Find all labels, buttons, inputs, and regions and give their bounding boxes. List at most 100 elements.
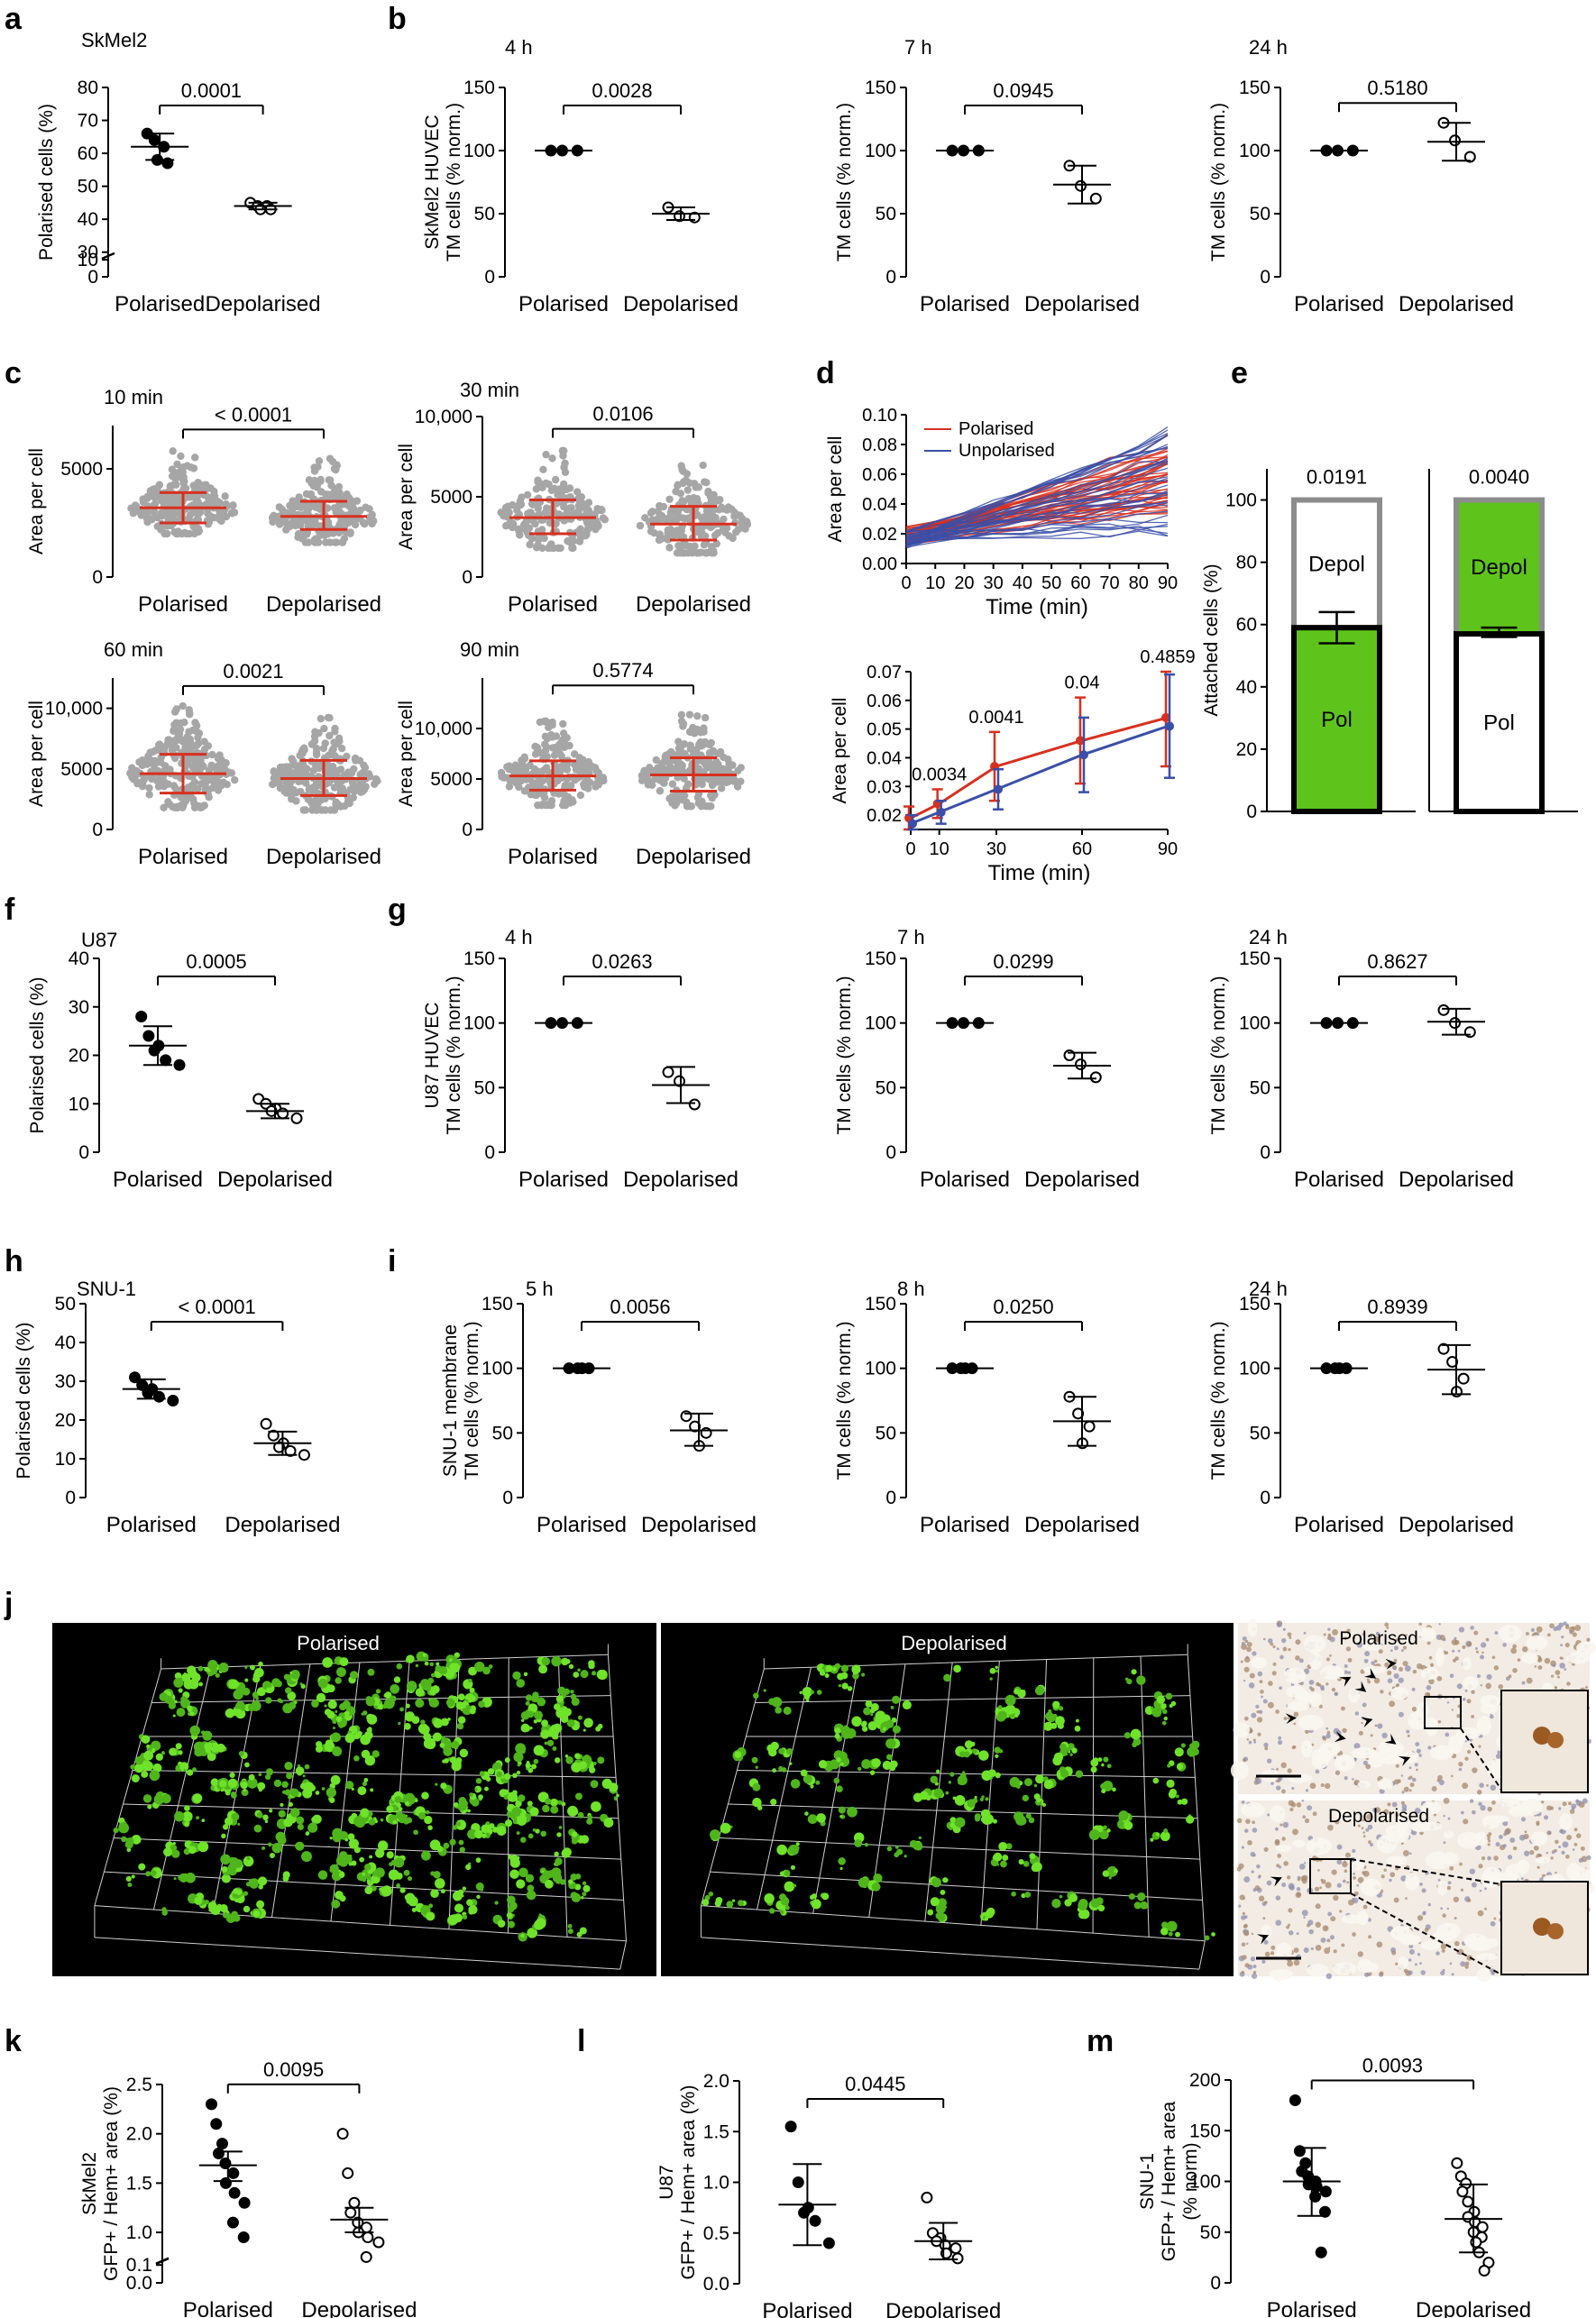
fluorescent-cell <box>1093 1757 1098 1763</box>
y-tick-label: 40 <box>1236 677 1257 698</box>
chart-title: 4 h <box>505 36 533 59</box>
fluorescent-cell <box>540 1729 550 1739</box>
fluorescent-cell <box>249 1880 259 1889</box>
fluorescent-cell <box>527 1833 534 1839</box>
data-point <box>949 2242 962 2255</box>
data-point <box>674 542 683 550</box>
y-tick-label: 50 <box>55 1294 76 1315</box>
data-point <box>677 462 685 470</box>
data-point <box>561 782 569 790</box>
data-point <box>994 784 1003 794</box>
fluorescent-cell <box>564 1754 569 1758</box>
x-category-label: Polarised <box>1294 292 1384 316</box>
data-point <box>532 485 540 493</box>
y-tick-label: 100 <box>1239 1013 1270 1034</box>
fluorescent-cell <box>894 1845 899 1849</box>
fluorescent-cell <box>457 1716 466 1724</box>
y-tick-label: 0.10 <box>862 406 897 426</box>
data-point <box>683 783 691 792</box>
data-point <box>538 801 546 809</box>
fluorescent-cell <box>337 1855 347 1866</box>
data-point <box>1079 750 1088 760</box>
fluorescent-cell <box>468 1678 472 1683</box>
fluorescent-cell <box>248 1773 255 1781</box>
alveolar-space <box>1310 1691 1322 1708</box>
tissue-cell <box>1512 1846 1518 1851</box>
y-tick-label: 0 <box>1260 267 1270 288</box>
tissue-cell <box>1344 1852 1351 1858</box>
panel-letter-g: g <box>388 893 407 927</box>
fluorescent-cell <box>367 1668 375 1676</box>
fluorescent-cell <box>552 1735 556 1739</box>
fluorescent-cell <box>1180 1798 1188 1805</box>
fluorescent-cell <box>324 1704 327 1708</box>
fluorescent-cell <box>786 1747 793 1755</box>
fluorescent-cell <box>567 1805 578 1817</box>
fluorescent-cell <box>147 1804 152 1810</box>
fluorescent-cell <box>504 1773 511 1781</box>
data-point <box>316 714 326 723</box>
y-axis-label: SkMel2 <box>79 2152 100 2215</box>
fluorescent-cell <box>415 1688 425 1698</box>
data-point <box>936 807 946 817</box>
x-category-label: Depolarised <box>1024 1168 1140 1192</box>
data-point <box>229 501 237 509</box>
fluorescent-cell <box>328 1742 335 1748</box>
panel-letter-i: i <box>388 1244 396 1278</box>
fluorescent-cell <box>469 1708 476 1715</box>
fluorescent-cell <box>416 1699 425 1708</box>
fluorescent-cell <box>303 1782 315 1793</box>
alveolar-space <box>1368 1751 1385 1768</box>
tissue-cell <box>1485 1682 1491 1690</box>
y-tick-label: 30 <box>78 243 98 263</box>
tissue-cell <box>1490 1784 1497 1791</box>
data-point <box>569 536 578 545</box>
y-tick-label: 20 <box>69 1046 89 1067</box>
fluorescent-cell <box>369 1855 373 1859</box>
data-point <box>194 733 202 742</box>
tissue-cell <box>1267 1638 1273 1644</box>
data-point <box>292 502 300 511</box>
fluorescent-cell <box>561 1706 568 1713</box>
histology-label: Polarised <box>1339 1628 1418 1649</box>
fluorescent-cell <box>574 1753 581 1760</box>
fluorescent-cell <box>233 1888 239 1894</box>
data-point <box>668 799 676 808</box>
data-point <box>657 511 665 520</box>
fluorescent-cell <box>431 1672 436 1678</box>
data-point <box>145 783 153 793</box>
tissue-cell <box>1502 1643 1507 1647</box>
y-tick-label: 50 <box>1250 1077 1270 1098</box>
fluorescent-cell <box>527 1800 533 1807</box>
fluorescent-cell <box>979 1797 984 1802</box>
fluorescent-cell <box>589 1766 596 1773</box>
fluorescent-cell <box>451 1740 460 1749</box>
data-point <box>710 549 718 557</box>
data-point <box>587 510 595 518</box>
image-depolarised-3d: Depolarised <box>661 1623 1234 1976</box>
fluorescent-cell <box>784 1905 790 1910</box>
fluorescent-cell <box>1015 1783 1021 1789</box>
tissue-cell <box>1509 1837 1516 1843</box>
tissue-cell <box>1416 1748 1421 1754</box>
data-point <box>270 767 278 775</box>
y-tick-label: 100 <box>865 1013 896 1034</box>
fluorescent-cell <box>418 1812 427 1820</box>
tissue-cell <box>1389 1700 1396 1708</box>
tissue-cell <box>1438 1779 1445 1786</box>
fluorescent-cell <box>1024 1892 1032 1898</box>
data-point <box>326 454 335 463</box>
data-point <box>226 2216 239 2229</box>
fluorescent-cell <box>582 1881 587 1886</box>
tissue-cell <box>1555 1670 1561 1675</box>
data-point <box>208 750 216 759</box>
fluorescent-cell <box>864 1842 869 1847</box>
tissue-cell <box>1272 1645 1276 1649</box>
tissue-cell <box>1252 1651 1257 1656</box>
data-point <box>565 484 574 492</box>
data-point <box>210 2118 223 2130</box>
fluorescent-cell <box>525 1700 530 1706</box>
fluorescent-cell <box>1167 1764 1171 1768</box>
x-category-label: Polarised <box>138 592 228 617</box>
